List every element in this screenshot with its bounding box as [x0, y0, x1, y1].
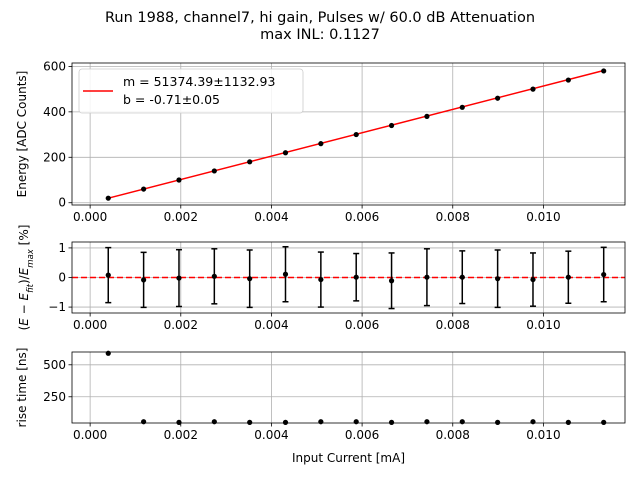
x-tick-label: 0.008	[436, 210, 470, 224]
x-tick-label: 0.010	[526, 428, 560, 442]
y-axis-label: (E − Efit)/Emax [%]	[17, 225, 36, 331]
data-point	[565, 419, 571, 425]
x-tick-label: 0.008	[436, 318, 470, 332]
data-point	[424, 113, 430, 119]
data-point	[388, 278, 395, 284]
rise-time-panel: 0.000 0.002 0.004 0.006 0.008 0.010 250 500 rise…	[15, 348, 626, 442]
data-point	[318, 141, 324, 147]
legend-box	[78, 68, 304, 114]
y-axis-label: rise time [ns]	[15, 348, 29, 428]
data-point	[105, 350, 111, 356]
x-tick-label: 0.000	[73, 428, 107, 442]
data-point	[282, 150, 289, 156]
data-point	[318, 419, 324, 425]
y-axis-label-part: E	[17, 267, 31, 275]
data-point	[282, 271, 289, 277]
chart-title-line1: Run 1988, channel7, hi gain, Pulses w/ 6…	[105, 10, 535, 26]
y-axis-label-part: (	[17, 326, 31, 331]
data-point	[318, 276, 324, 283]
y-axis-label-part: E	[17, 292, 31, 300]
data-point	[353, 274, 359, 280]
y-tick-label: −1	[48, 300, 66, 314]
data-point	[176, 275, 182, 281]
y-tick-label: 600	[43, 59, 66, 73]
y-tick-label: 0	[58, 196, 66, 210]
y-tick-label: 500	[43, 358, 66, 372]
data-point	[176, 177, 182, 183]
data-point	[424, 419, 430, 425]
data-point	[247, 159, 253, 165]
data-point	[247, 419, 253, 425]
residual-panel: 0.000 0.002 0.004 0.006 0.008 0.010−101(E − E…	[17, 225, 626, 332]
data-point	[565, 274, 571, 280]
data-point	[530, 86, 536, 92]
data-point	[353, 131, 359, 138]
data-point	[105, 272, 111, 278]
data-point	[105, 195, 111, 201]
data-point	[495, 276, 501, 282]
data-point	[211, 273, 217, 279]
y-axis-label-part: )/	[17, 274, 31, 284]
data-point	[211, 419, 217, 425]
y-tick-label: 400	[43, 105, 66, 119]
data-point	[459, 419, 465, 425]
x-tick-label: 0.006	[345, 210, 379, 224]
y-axis-label-part: −	[17, 300, 31, 318]
legend-intercept-text: b = -0.71±0.05	[123, 92, 220, 107]
y-axis-label-part: fit	[26, 283, 36, 292]
data-point	[530, 276, 536, 283]
x-tick-label: 0.006	[345, 318, 379, 332]
y-axis-label: Energy [ADC Counts]	[15, 71, 29, 198]
x-tick-label: 0.000	[73, 210, 107, 224]
x-tick-label: 0.008	[436, 428, 470, 442]
data-point	[601, 419, 607, 425]
y-tick-label: 0	[58, 271, 66, 285]
y-axis-label-part: max	[26, 248, 36, 267]
y-tick-label: 200	[43, 150, 66, 164]
x-tick-label: 0.004	[254, 210, 288, 224]
y-axis-label-part: E	[17, 318, 31, 326]
x-tick-label: 0.010	[526, 210, 560, 224]
energy-panel: 0.000 0.002 0.004 0.006 0.008 0.010 0 200 400 600…	[15, 59, 626, 224]
data-point	[141, 419, 147, 425]
data-point	[495, 419, 501, 425]
data-point	[282, 419, 289, 425]
y-axis-label-part: [%]	[17, 225, 31, 250]
data-point	[601, 68, 607, 74]
data-point	[565, 77, 571, 83]
y-tick-label: 1	[58, 241, 66, 255]
x-tick-label: 0.002	[164, 318, 198, 332]
data-point	[353, 419, 359, 425]
data-point	[388, 122, 395, 129]
x-tick-label: 0.006	[345, 428, 379, 442]
data-point	[141, 277, 147, 283]
x-tick-label: 0.002	[164, 428, 198, 442]
data-point	[601, 271, 607, 278]
x-axis-label: Input Current [mA]	[292, 451, 405, 465]
data-point	[141, 186, 147, 192]
data-point	[530, 419, 536, 425]
axes-frame	[71, 62, 626, 206]
data-point	[211, 168, 217, 174]
axes-frame	[71, 351, 626, 424]
x-tick-label: 0.000	[73, 318, 107, 332]
data-point	[459, 274, 465, 280]
data-point	[247, 276, 253, 282]
data-point	[424, 274, 430, 280]
chart-title-line2: max INL: 0.1127	[260, 27, 380, 43]
data-point	[176, 419, 182, 425]
x-tick-label: 0.004	[254, 318, 288, 332]
x-tick-label: 0.002	[164, 210, 198, 224]
data-point	[495, 95, 501, 101]
data-point	[388, 419, 395, 425]
x-tick-label: 0.010	[526, 318, 560, 332]
x-tick-label: 0.004	[254, 428, 288, 442]
data-point	[459, 104, 465, 110]
legend-slope-text: m = 51374.39±1132.93	[123, 74, 275, 89]
y-tick-label: 250	[43, 390, 66, 404]
